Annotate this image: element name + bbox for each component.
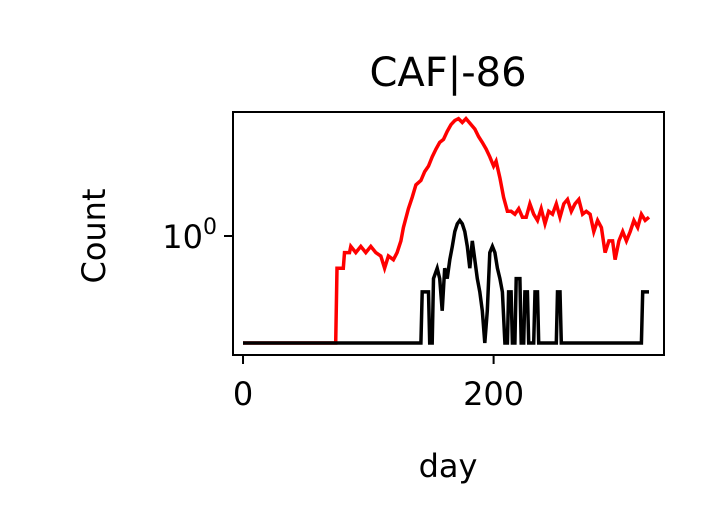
x-tick-label: 0 bbox=[233, 375, 253, 413]
series-line-1 bbox=[243, 115, 651, 345]
chart-title: CAF|-86 bbox=[369, 50, 526, 96]
series-line-2 bbox=[243, 217, 649, 345]
x-axis-label: day bbox=[419, 447, 478, 485]
y-axis-label: Count bbox=[75, 188, 113, 283]
plot-area bbox=[243, 115, 651, 345]
plot-frame bbox=[232, 111, 665, 356]
x-tick-label: 200 bbox=[463, 375, 524, 413]
y-tick-label: 100 bbox=[162, 215, 217, 256]
axes: 0 200 100 bbox=[162, 111, 665, 413]
